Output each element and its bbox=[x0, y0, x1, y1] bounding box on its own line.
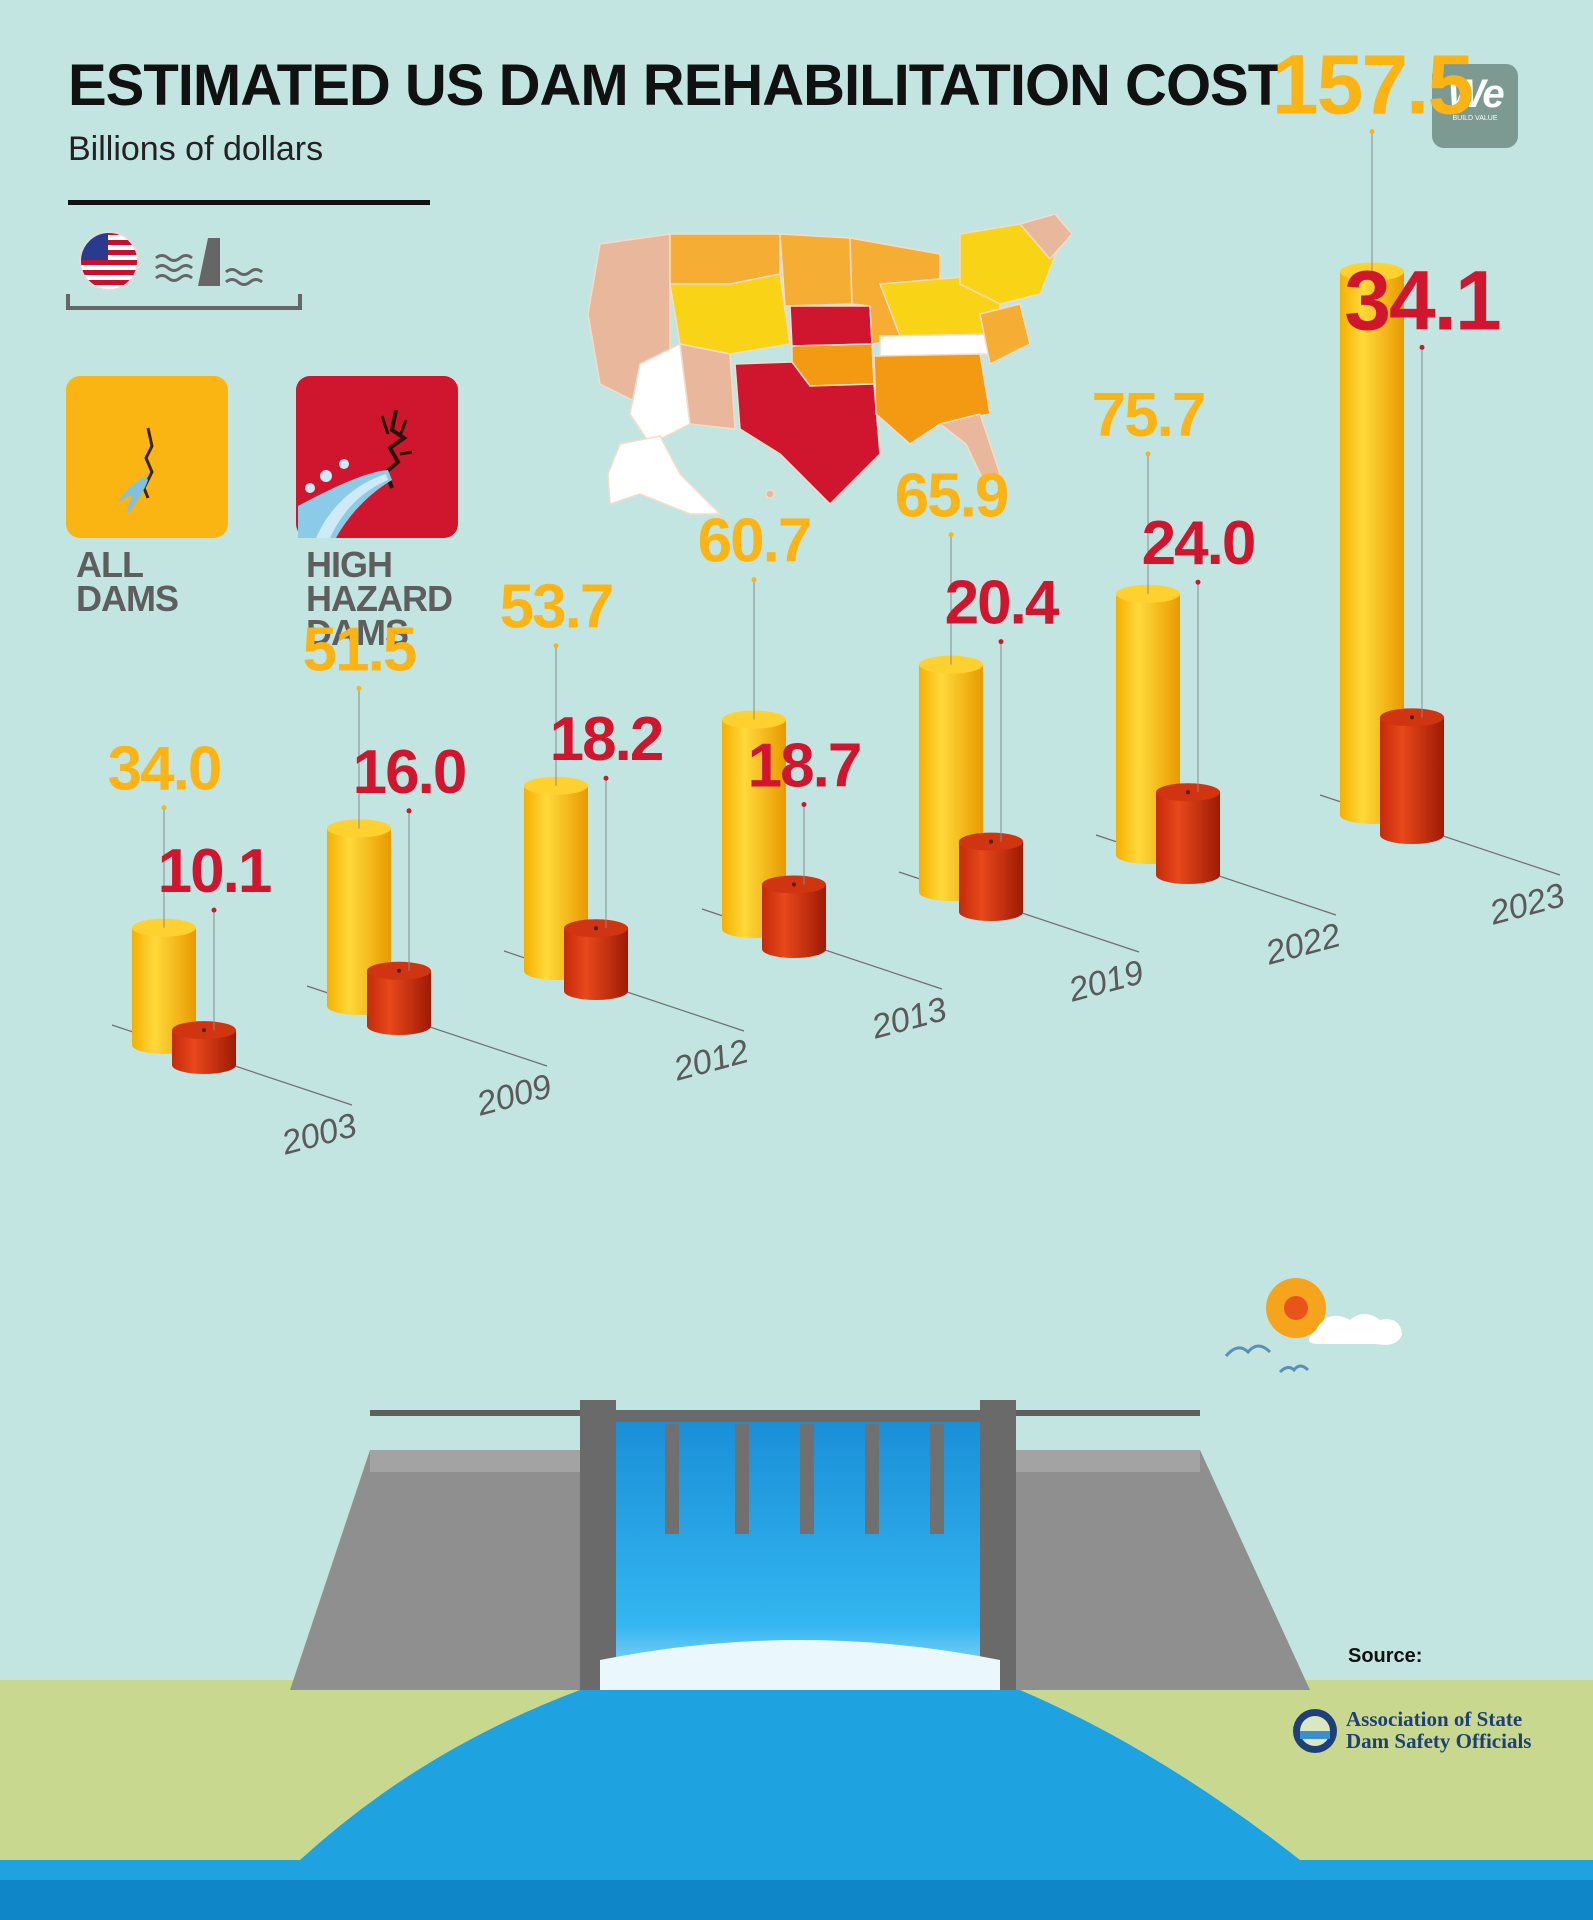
value-label-high-2003: 10.1 bbox=[158, 837, 271, 906]
us-choropleth-map bbox=[587, 214, 1073, 515]
year-label-2009: 2009 bbox=[472, 1067, 556, 1124]
bird-icon bbox=[1278, 1364, 1310, 1374]
leader-high-dot-2023 bbox=[1419, 344, 1425, 350]
legend-high-hazard-swatch bbox=[296, 376, 458, 538]
cloud-icon bbox=[1309, 1314, 1402, 1345]
leader-high-dot-2012 bbox=[603, 775, 609, 781]
brand-logo-text: We bbox=[1447, 72, 1504, 116]
bar-high-top-dot-2023 bbox=[1410, 715, 1414, 720]
chart-title: ESTIMATED US DAM REHABILITATION COST bbox=[68, 53, 1283, 118]
title-divider bbox=[68, 200, 430, 205]
bar-high-top-dot-2003 bbox=[202, 1028, 206, 1033]
year-label-2022: 2022 bbox=[1261, 916, 1345, 973]
bar-high-2023-body bbox=[1380, 717, 1444, 844]
map-region-hawaii bbox=[765, 489, 775, 499]
bar-all-2023-body bbox=[1340, 271, 1404, 824]
asdso-seal-icon bbox=[1293, 1709, 1337, 1753]
year-label-2003: 2003 bbox=[277, 1106, 361, 1163]
year-label-2012: 2012 bbox=[669, 1032, 753, 1089]
leader-all-dot-2019 bbox=[948, 532, 954, 538]
cracked-dam-icon bbox=[118, 427, 154, 514]
value-label-high-2022: 24.0 bbox=[1142, 509, 1255, 578]
leader-all-dot-2009 bbox=[356, 685, 362, 691]
chart-subtitle: Billions of dollars bbox=[68, 130, 324, 168]
leader-all-dot-2012 bbox=[553, 643, 559, 649]
map-region-florida bbox=[938, 413, 1001, 484]
map-region-new-mexico bbox=[679, 343, 736, 430]
year-label-2023: 2023 bbox=[1485, 876, 1569, 933]
bursting-dam-icon bbox=[298, 409, 413, 538]
bar-high-top-dot-2013 bbox=[792, 882, 796, 887]
value-label-high-2023: 34.1 bbox=[1344, 253, 1500, 347]
topic-icons bbox=[66, 228, 302, 320]
us-flag-icon bbox=[79, 231, 139, 291]
brand-logo: We BUILD VALUE bbox=[1432, 64, 1518, 148]
bar-high-top-dot-2019 bbox=[989, 839, 993, 844]
bar-high-top-dot-2012 bbox=[594, 926, 598, 931]
year-label-2013: 2013 bbox=[867, 990, 951, 1047]
leader-all-dot-2003 bbox=[161, 805, 167, 811]
bar-high-2022-body bbox=[1156, 792, 1220, 884]
bar-high-top-dot-2022 bbox=[1186, 790, 1190, 795]
leader-all-dot-2023 bbox=[1369, 129, 1375, 135]
leader-all-dot-2013 bbox=[751, 577, 757, 583]
bar-all-2003-body bbox=[132, 927, 196, 1054]
value-label-high-2009: 16.0 bbox=[353, 738, 466, 807]
map-region-texas bbox=[734, 361, 881, 506]
value-label-all-2013: 60.7 bbox=[698, 507, 811, 576]
bar-high-2009-body bbox=[367, 970, 431, 1035]
value-label-all-2009: 51.5 bbox=[303, 615, 416, 684]
leader-high-dot-2013 bbox=[801, 801, 807, 807]
value-label-all-2023: 157.5 bbox=[1272, 38, 1472, 132]
year-label-2019: 2019 bbox=[1064, 953, 1148, 1010]
value-label-all-2003: 34.0 bbox=[108, 735, 221, 804]
icon-underline bbox=[66, 294, 302, 310]
leader-all-dot-2022 bbox=[1145, 451, 1151, 457]
map-region-carolinas bbox=[979, 303, 1031, 366]
value-label-all-2019: 65.9 bbox=[895, 462, 1008, 531]
value-label-all-2022: 75.7 bbox=[1092, 381, 1205, 450]
value-label-high-2019: 20.4 bbox=[945, 569, 1060, 638]
leader-high-dot-2009 bbox=[406, 808, 412, 814]
brand-logo-subtext: BUILD VALUE bbox=[1452, 115, 1498, 122]
source-label: Source: bbox=[1348, 1645, 1423, 1667]
leader-high-dot-2022 bbox=[1195, 579, 1201, 585]
bar-high-top-dot-2009 bbox=[397, 968, 401, 973]
source-organization: Association of State Dam Safety Official… bbox=[1346, 1707, 1532, 1753]
map-region-arizona bbox=[629, 342, 691, 445]
leader-high-dot-2003 bbox=[211, 907, 217, 913]
value-label-all-2012: 53.7 bbox=[500, 573, 613, 642]
map-region-new-england bbox=[1018, 214, 1073, 261]
bar-high-2003-body bbox=[172, 1030, 236, 1074]
legend-all-dams-swatch bbox=[66, 376, 228, 538]
dam-icon bbox=[155, 238, 263, 286]
leader-high-dot-2019 bbox=[998, 639, 1004, 645]
value-label-high-2012: 18.2 bbox=[550, 705, 663, 774]
value-label-high-2013: 18.7 bbox=[748, 731, 861, 800]
legend-all-dams-label: ALL DAMS bbox=[76, 544, 179, 619]
bird-icon bbox=[1224, 1344, 1272, 1358]
bar-high-2019-body bbox=[959, 841, 1023, 921]
sun-core-icon bbox=[1284, 1296, 1308, 1320]
bar-high-2012-body bbox=[564, 928, 628, 1000]
map-region-alaska bbox=[607, 435, 722, 515]
legend-high-hazard-label: HIGH HAZARD DAMS bbox=[306, 544, 453, 653]
bar-high-2013-body bbox=[762, 884, 826, 958]
